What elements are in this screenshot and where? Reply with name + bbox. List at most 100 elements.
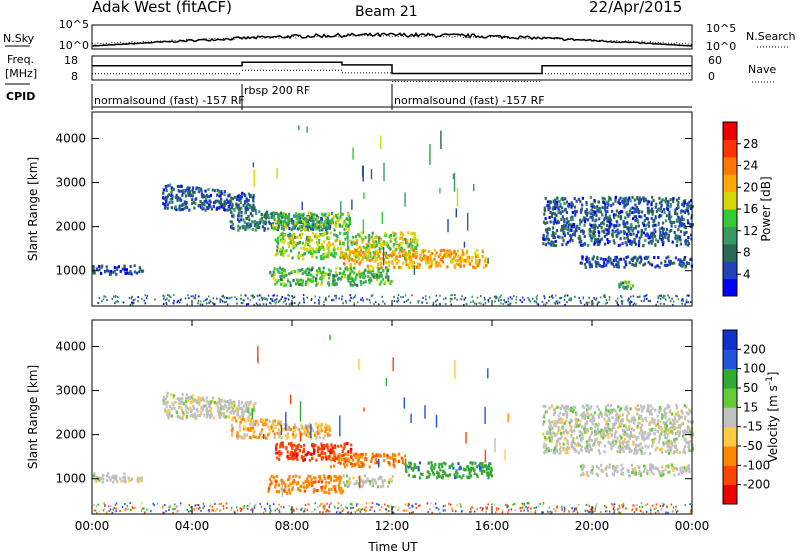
range-gate-cell — [327, 282, 330, 285]
range-gate-cell — [116, 300, 118, 303]
range-gate-cell — [440, 475, 443, 479]
range-gate-cell — [449, 254, 452, 258]
range-gate-cell — [636, 219, 639, 223]
range-gate-cell — [449, 252, 453, 256]
range-gate-cell — [665, 263, 668, 267]
range-gate-cell — [311, 231, 314, 235]
range-gate-cell — [166, 401, 169, 405]
range-gate-cell — [426, 475, 429, 479]
range-gate-cell — [386, 453, 389, 457]
range-gate-cell — [670, 224, 673, 228]
range-gate-cell — [208, 295, 210, 298]
range-gate-cell — [252, 296, 254, 299]
range-gate-cell — [486, 473, 489, 477]
range-gate-cell — [116, 480, 119, 484]
range-gate-cell — [249, 194, 252, 198]
range-gate-cell — [288, 488, 291, 492]
range-gate-cell — [561, 225, 564, 228]
range-gate-cell — [220, 197, 223, 201]
range-gate-cell — [376, 485, 380, 489]
range-gate-cell — [113, 295, 115, 298]
range-gate-cell — [624, 263, 628, 267]
range-gate-cell — [361, 479, 364, 483]
range-gate-cell — [507, 300, 510, 303]
range-gate-cell — [543, 209, 546, 213]
range-gate-cell — [298, 448, 302, 452]
range-gate-cell — [650, 216, 653, 220]
range-gate-cell — [550, 439, 553, 443]
range-gate-cell — [200, 187, 203, 191]
range-gate-cell — [676, 448, 679, 452]
range-gate-cell — [480, 295, 482, 298]
range-gate-cell — [439, 294, 441, 297]
range-gate-cell — [475, 465, 478, 469]
range-gate-cell — [381, 480, 384, 484]
range-gate-cell — [392, 253, 395, 257]
range-gate-cell — [487, 300, 490, 303]
range-gate-cell — [308, 244, 311, 248]
range-gate-cell — [681, 222, 684, 226]
range-gate-cell — [209, 200, 212, 204]
scatter-echo-region — [618, 279, 635, 291]
range-gate-cell — [269, 298, 272, 300]
range-gate-cell — [235, 202, 238, 206]
range-gate-cell — [361, 484, 364, 488]
range-gate-cell — [596, 240, 599, 244]
range-gate-cell — [254, 401, 257, 405]
range-gate-cell — [343, 457, 346, 461]
range-gate-cell — [339, 478, 342, 482]
range-gate-cell — [362, 281, 365, 285]
range-gate-cell — [272, 273, 275, 277]
range-gate-cell — [244, 209, 247, 213]
range-gate-cell — [592, 230, 595, 234]
range-gate-cell — [478, 259, 481, 262]
range-gate-cell — [433, 257, 436, 261]
range-gate-cell — [350, 242, 353, 246]
range-gate-cell — [353, 295, 356, 298]
range-gate-cell — [535, 296, 538, 299]
range-gate-cell — [669, 421, 672, 425]
range-gate-cell — [163, 202, 166, 206]
range-gate-cell — [658, 236, 661, 240]
range-gate-cell — [267, 294, 270, 297]
range-gate-cell — [287, 427, 290, 431]
range-gate-cell — [263, 435, 266, 439]
range-gate-cell — [335, 294, 338, 297]
range-gate-cell — [360, 485, 363, 489]
range-gate-cell — [320, 457, 323, 461]
range-gate-cell — [385, 266, 388, 270]
range-gate-cell — [593, 223, 596, 227]
range-gate-cell — [679, 238, 682, 242]
range-gate-cell — [287, 254, 290, 258]
range-gate-cell — [277, 222, 280, 226]
range-gate-cell — [655, 210, 658, 213]
range-gate-cell — [542, 242, 545, 246]
range-gate-cell — [320, 451, 323, 455]
range-gate-cell — [654, 205, 657, 209]
range-gate-cell — [292, 243, 295, 247]
range-gate-cell — [536, 298, 538, 300]
range-gate-cell — [680, 260, 683, 263]
range-gate-cell — [368, 242, 371, 246]
range-gate-cell — [629, 227, 632, 231]
range-gate-cell — [224, 415, 227, 419]
range-gate-cell — [364, 252, 368, 256]
range-gate-cell — [122, 479, 125, 483]
range-gate-cell — [332, 248, 335, 252]
range-gate-cell — [287, 234, 290, 238]
range-gate-cell — [585, 255, 588, 259]
range-gate-cell — [602, 294, 605, 297]
range-gate-cell — [263, 227, 266, 230]
range-gate-cell — [666, 237, 670, 241]
range-gate-cell — [327, 236, 330, 240]
range-gate-cell — [187, 186, 190, 190]
range-gate-cell — [308, 278, 311, 282]
range-gate-cell — [457, 249, 460, 253]
range-gate-cell — [280, 249, 283, 253]
range-gate-cell — [375, 258, 378, 262]
range-gate-cell — [585, 440, 588, 444]
range-gate-cell — [276, 168, 278, 179]
noise-right-tick-top: 10^5 — [706, 22, 736, 35]
range-gate-cell — [356, 457, 359, 461]
range-gate-cell — [593, 235, 596, 238]
